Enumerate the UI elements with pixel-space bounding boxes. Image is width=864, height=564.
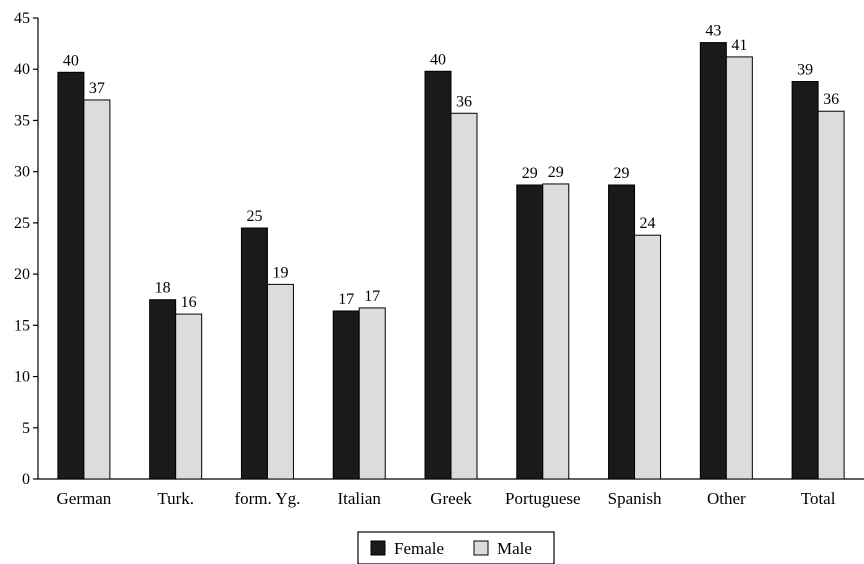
y-tick-label: 15: [14, 317, 30, 334]
data-label: 29: [522, 165, 538, 182]
legend-swatch-female: [370, 540, 386, 556]
x-category-label: German: [57, 489, 112, 508]
bar-female: [57, 71, 85, 480]
bar-male: [358, 307, 386, 480]
chart-bars: [57, 42, 845, 480]
bar-female: [240, 227, 268, 480]
y-tick-label: 10: [14, 369, 30, 386]
data-label: 40: [63, 52, 79, 69]
x-category-label: Other: [707, 489, 746, 508]
y-tick-label: 40: [14, 61, 30, 78]
y-tick-label: 35: [14, 112, 30, 129]
data-label: 39: [797, 62, 813, 79]
data-label: 37: [89, 80, 105, 97]
bar-female: [699, 42, 727, 480]
x-category-label: Total: [801, 489, 836, 508]
x-category-label: Spanish: [608, 489, 662, 508]
bar-male: [725, 56, 753, 480]
data-label: 29: [614, 165, 630, 182]
data-label: 25: [246, 208, 262, 225]
bar-male: [175, 313, 203, 480]
data-label: 17: [338, 291, 354, 308]
data-label: 29: [548, 164, 564, 181]
x-category-label: Portuguese: [505, 489, 581, 508]
legend-label-male: Male: [497, 539, 532, 558]
bar-female: [608, 184, 636, 480]
data-label: 40: [430, 51, 446, 68]
data-label: 24: [640, 215, 656, 232]
data-label: 41: [731, 37, 747, 54]
y-tick-label: 0: [22, 471, 30, 488]
y-tick-label: 45: [14, 10, 30, 27]
data-label: 36: [456, 93, 472, 110]
bar-female: [149, 299, 177, 480]
x-category-label: form. Yg.: [234, 489, 300, 508]
bar-female: [791, 81, 819, 480]
chart-labels: 40 37 German 18 16 Turk. 25 19 form. Yg. 17 17 Ital…: [57, 23, 840, 508]
x-category-label: Greek: [430, 489, 472, 508]
bar-male: [542, 183, 570, 480]
x-category-label: Turk.: [157, 489, 194, 508]
bar-female: [332, 310, 360, 480]
data-label: 17: [364, 288, 380, 305]
data-label: 19: [272, 264, 288, 281]
legend-swatch-male: [473, 540, 489, 556]
bar-female: [424, 70, 452, 480]
legend-box: [357, 531, 555, 564]
bar-male: [817, 110, 845, 480]
bar-female: [516, 184, 544, 480]
y-tick-label: 20: [14, 266, 30, 283]
bar-male: [266, 283, 294, 480]
bar-male: [450, 112, 478, 480]
y-tick-label: 30: [14, 164, 30, 181]
data-label: 43: [705, 23, 721, 40]
y-tick-label: 5: [22, 420, 30, 437]
y-tick-label: 25: [14, 215, 30, 232]
data-label: 16: [181, 294, 197, 311]
data-label: 18: [155, 280, 171, 297]
chart-legend: Female Male: [357, 531, 555, 564]
bar-male: [634, 234, 662, 480]
bar-male: [83, 99, 111, 480]
legend-label-female: Female: [394, 539, 444, 558]
data-label: 36: [823, 91, 839, 108]
x-category-label: Italian: [338, 489, 382, 508]
